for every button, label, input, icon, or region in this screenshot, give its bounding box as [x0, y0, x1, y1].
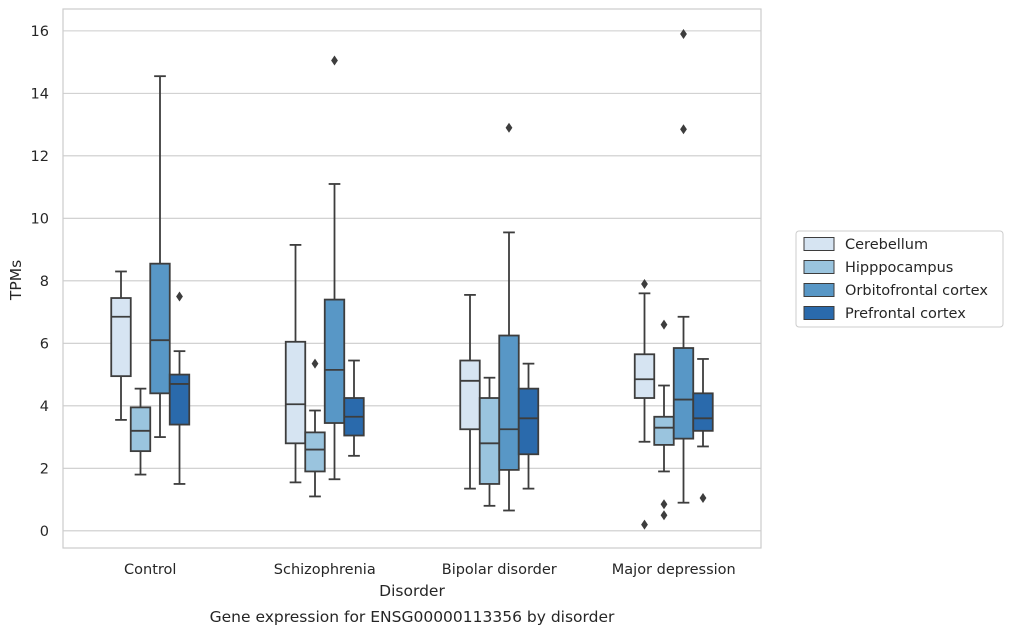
legend-label-3: Prefrontal cortex: [845, 306, 966, 322]
box-1-1: [304, 358, 326, 498]
y-tick-label-2: 2: [40, 461, 49, 477]
outlier-point-0: [641, 278, 648, 289]
box-2-3: [672, 28, 695, 504]
y-tick-label-16: 16: [31, 24, 49, 40]
box-body: [149, 262, 171, 395]
box-body: [653, 415, 675, 446]
outlier-point-0: [680, 28, 687, 39]
legend-label-1: Hipppocampus: [845, 260, 953, 276]
y-tick-label-12: 12: [31, 149, 49, 165]
y-axis-ticks: 0 2 4 6 8 10 12 14 16: [31, 24, 49, 540]
legend: Cerebellum Hipppocampus Orbitofrontal cort…: [795, 230, 1004, 328]
outlier-point-0: [505, 122, 513, 133]
box-body: [672, 347, 695, 440]
box-3-0: [168, 291, 191, 485]
box-body: [633, 353, 656, 399]
box-body: [323, 298, 346, 424]
box-0-1: [284, 244, 307, 484]
box-2-0: [149, 75, 171, 438]
outlier-point-1: [660, 499, 668, 510]
outlier-point-1: [680, 124, 687, 135]
y-tick-label-0: 0: [40, 524, 49, 540]
box-2-2: [498, 122, 520, 512]
outlier-point-0: [699, 493, 707, 504]
box-body: [459, 359, 481, 431]
y-tick-label-14: 14: [31, 86, 49, 102]
y-axis-label: TPMs: [7, 260, 25, 301]
x-tick-label-0: Control: [124, 562, 176, 578]
box-1-0: [129, 387, 152, 476]
box-0-3: [633, 278, 656, 530]
legend-label-2: Orbitofrontal cortex: [845, 283, 988, 299]
box-3-2: [517, 362, 540, 490]
box-body: [110, 297, 132, 378]
y-tick-label-8: 8: [40, 274, 49, 290]
x-tick-label-1: Schizophrenia: [274, 562, 376, 578]
outlier-point-0: [176, 291, 183, 302]
box-1-2: [478, 376, 501, 507]
box-body: [168, 373, 191, 426]
legend-swatch-2: [803, 283, 835, 297]
box-body: [498, 334, 520, 471]
box-body: [284, 340, 307, 445]
box-body: [517, 387, 540, 456]
outlier-point-0: [331, 55, 338, 66]
box-body: [129, 406, 152, 453]
boxes: [110, 28, 714, 530]
box-body: [304, 431, 326, 473]
box-3-3: [692, 358, 714, 504]
box-0-0: [110, 270, 132, 421]
legend-frame: [795, 230, 1004, 328]
x-tick-label-2: Bipolar disorder: [442, 562, 557, 578]
outlier-point-2: [660, 510, 668, 521]
legend-label-0: Cerebellum: [845, 237, 928, 253]
x-axis-ticks: Control Schizophrenia Bipolar disorder Majo…: [124, 562, 736, 578]
box-body: [692, 392, 714, 432]
y-tick-label-6: 6: [40, 336, 49, 352]
x-axis-label: Disorder: [379, 582, 445, 600]
legend-swatch-3: [803, 306, 835, 320]
outlier-point-1: [641, 519, 648, 530]
outlier-point-0: [660, 319, 668, 330]
box-2-1: [323, 55, 346, 481]
y-tick-label-10: 10: [31, 211, 49, 227]
box-0-2: [459, 294, 481, 490]
legend-swatch-1: [803, 260, 835, 274]
chart-caption: Gene expression for ENSG00000113356 by d…: [210, 608, 615, 626]
legend-swatch-0: [803, 237, 835, 251]
box-3-1: [343, 359, 365, 457]
plot-area: [62, 8, 762, 549]
y-tick-label-4: 4: [40, 399, 49, 415]
box-body: [478, 397, 501, 485]
x-tick-label-3: Major depression: [612, 562, 736, 578]
outlier-point-0: [311, 358, 319, 369]
box-1-3: [653, 319, 675, 521]
